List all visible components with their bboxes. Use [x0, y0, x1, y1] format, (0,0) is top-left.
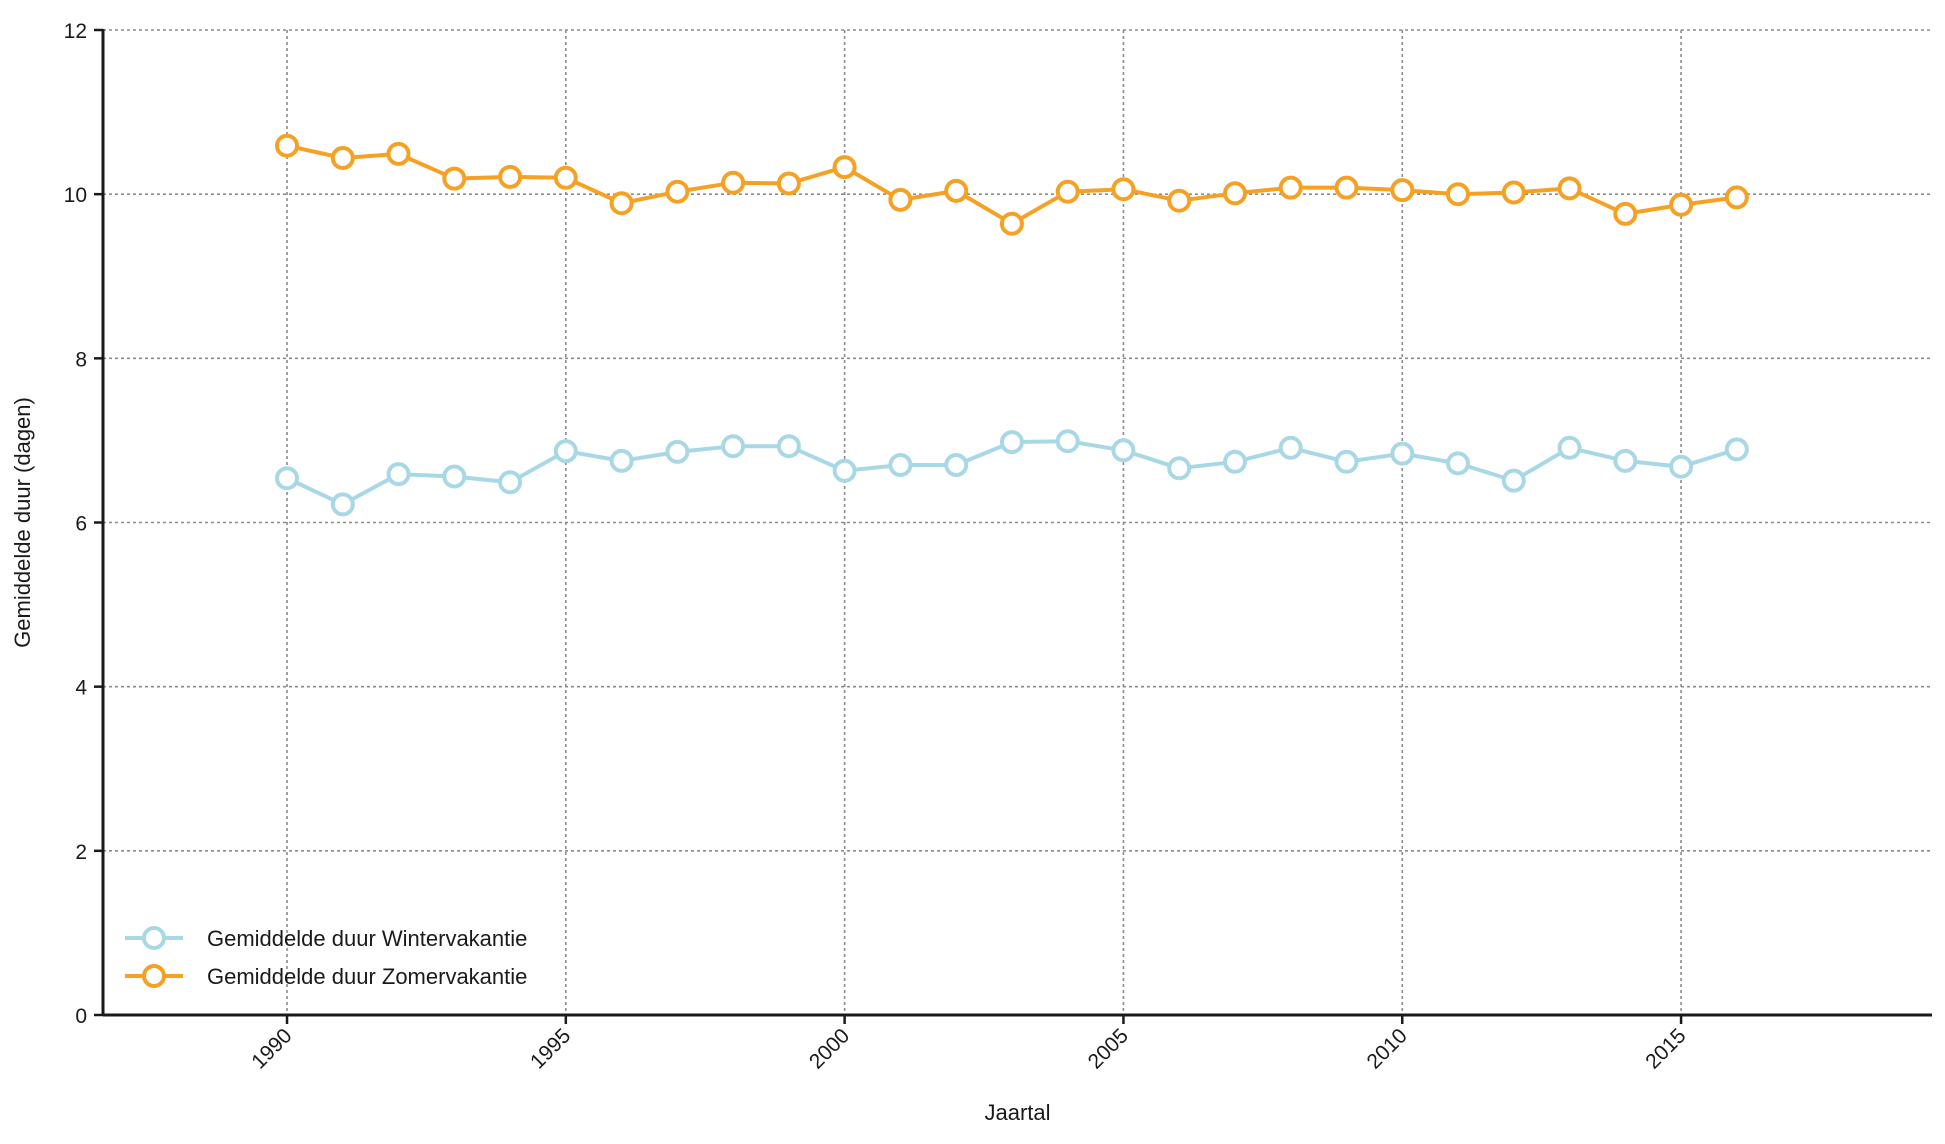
data-point [1390, 178, 1415, 203]
y-tick-label: 6 [75, 513, 87, 536]
data-point [665, 179, 690, 204]
data-point [1278, 175, 1303, 200]
data-point [1278, 435, 1303, 460]
data-point [832, 155, 857, 180]
x-tick-label: 2005 [1084, 1024, 1133, 1073]
data-point [1613, 448, 1638, 473]
data-point [1724, 437, 1749, 462]
x-tick-label: 1995 [526, 1024, 575, 1073]
data-point [609, 191, 634, 216]
data-point [498, 470, 523, 495]
data-point [999, 211, 1024, 236]
data-point [1501, 180, 1526, 205]
legend-item: Gemiddelde duur Wintervakantie [125, 926, 527, 951]
legend: Gemiddelde duur Wintervakantie Gemiddelde… [125, 926, 527, 989]
data-point [944, 453, 969, 477]
data-point [999, 430, 1024, 455]
y-tick-label: 12 [64, 20, 87, 43]
series-winter [275, 429, 1749, 517]
data-point [1055, 429, 1080, 454]
data-point [1223, 449, 1247, 474]
data-point [1446, 451, 1470, 476]
data-point [1334, 449, 1359, 474]
data-point [386, 141, 411, 166]
x-axis-title: Jaartal [984, 1100, 1050, 1125]
legend-item: Gemiddelde duur Zomervakantie [125, 964, 527, 989]
series-zomer [275, 133, 1749, 236]
data-point [1111, 177, 1136, 202]
legend-label: Gemiddelde duur Wintervakantie [207, 926, 527, 951]
data-point [553, 439, 578, 464]
y-tick-label: 0 [75, 1005, 87, 1028]
y-tick-label: 4 [75, 677, 87, 700]
legend-marker [142, 926, 166, 950]
data-point [442, 166, 467, 191]
x-tick-label: 1990 [247, 1024, 296, 1073]
data-point [665, 439, 690, 464]
axes: 0 2 4 6 8 10 12 1990 1995 2000 2005 2010 2015 [64, 20, 1932, 1074]
x-tick-label: 2010 [1362, 1024, 1411, 1073]
legend-marker [142, 964, 166, 988]
data-point [1167, 456, 1192, 481]
data-point [498, 164, 523, 189]
data-point [1390, 441, 1415, 466]
data-point [1111, 438, 1136, 463]
y-tick-label: 2 [75, 841, 87, 864]
series-layer [275, 133, 1749, 517]
grid [103, 29, 1932, 1015]
y-tick-label: 10 [64, 184, 87, 207]
data-point [1669, 192, 1694, 217]
data-point [1557, 435, 1582, 460]
data-point [386, 462, 411, 487]
data-point [1223, 181, 1247, 206]
data-point [609, 448, 634, 473]
data-point [1669, 454, 1694, 479]
data-point [721, 434, 746, 459]
data-point [1167, 188, 1192, 213]
data-point [776, 171, 801, 196]
data-point [721, 170, 746, 195]
data-point [1446, 182, 1470, 207]
data-point [1501, 468, 1526, 493]
data-point [330, 146, 355, 170]
x-tick-label: 2000 [805, 1024, 854, 1073]
data-point [776, 434, 801, 459]
data-point [1724, 185, 1749, 210]
data-point [1334, 175, 1359, 200]
data-point [1055, 179, 1080, 204]
data-point [553, 165, 578, 190]
y-tick-label: 8 [75, 348, 87, 371]
x-tick-label: 2015 [1641, 1024, 1690, 1073]
data-point [888, 187, 913, 212]
data-point [1613, 201, 1638, 226]
data-point [888, 453, 913, 477]
data-point [275, 133, 299, 158]
data-point [442, 464, 467, 489]
y-axis-title: Gemiddelde duur (dagen) [10, 397, 35, 648]
data-point [944, 178, 969, 203]
data-point [275, 466, 299, 491]
data-point [1557, 176, 1582, 201]
data-point [330, 492, 355, 517]
data-point [832, 458, 857, 483]
legend-label: Gemiddelde duur Zomervakantie [207, 964, 527, 989]
